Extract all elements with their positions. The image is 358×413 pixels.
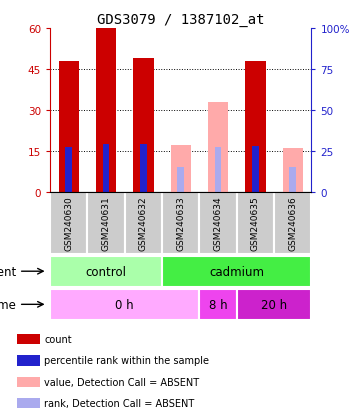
- Bar: [170, 146, 191, 192]
- Bar: [199, 289, 237, 320]
- Bar: [66, 148, 72, 192]
- Bar: [199, 192, 237, 254]
- Bar: [87, 192, 125, 254]
- Bar: [125, 192, 162, 254]
- Bar: [237, 192, 274, 254]
- Bar: [18, 377, 40, 387]
- Text: GSM240632: GSM240632: [139, 196, 148, 250]
- Bar: [96, 29, 116, 192]
- Bar: [237, 289, 311, 320]
- Bar: [252, 146, 259, 192]
- Text: time: time: [0, 298, 16, 311]
- Bar: [289, 168, 296, 192]
- Bar: [50, 192, 87, 254]
- Bar: [133, 59, 154, 192]
- Bar: [215, 148, 222, 192]
- Bar: [162, 256, 311, 287]
- Text: GSM240630: GSM240630: [64, 196, 73, 250]
- Bar: [18, 398, 40, 408]
- Bar: [178, 168, 184, 192]
- Text: rank, Detection Call = ABSENT: rank, Detection Call = ABSENT: [44, 398, 194, 408]
- Text: agent: agent: [0, 265, 16, 278]
- Text: percentile rank within the sample: percentile rank within the sample: [44, 356, 209, 366]
- Bar: [245, 62, 266, 192]
- Bar: [18, 356, 40, 366]
- Bar: [274, 192, 311, 254]
- Bar: [58, 62, 79, 192]
- Bar: [50, 289, 199, 320]
- Text: GSM240636: GSM240636: [288, 196, 297, 250]
- Text: count: count: [44, 335, 72, 344]
- Text: GSM240634: GSM240634: [214, 196, 223, 250]
- Text: GSM240631: GSM240631: [102, 196, 111, 250]
- Bar: [282, 149, 303, 192]
- Bar: [162, 192, 199, 254]
- Bar: [103, 145, 110, 192]
- Text: 20 h: 20 h: [261, 298, 287, 311]
- Text: 8 h: 8 h: [209, 298, 227, 311]
- Text: 0 h: 0 h: [116, 298, 134, 311]
- Bar: [18, 335, 40, 344]
- Text: cadmium: cadmium: [209, 265, 264, 278]
- Bar: [50, 256, 162, 287]
- Bar: [140, 145, 147, 192]
- Text: control: control: [86, 265, 127, 278]
- Bar: [208, 102, 228, 192]
- Text: GSM240635: GSM240635: [251, 196, 260, 250]
- Title: GDS3079 / 1387102_at: GDS3079 / 1387102_at: [97, 12, 265, 26]
- Text: GSM240633: GSM240633: [176, 196, 185, 250]
- Text: value, Detection Call = ABSENT: value, Detection Call = ABSENT: [44, 377, 199, 387]
